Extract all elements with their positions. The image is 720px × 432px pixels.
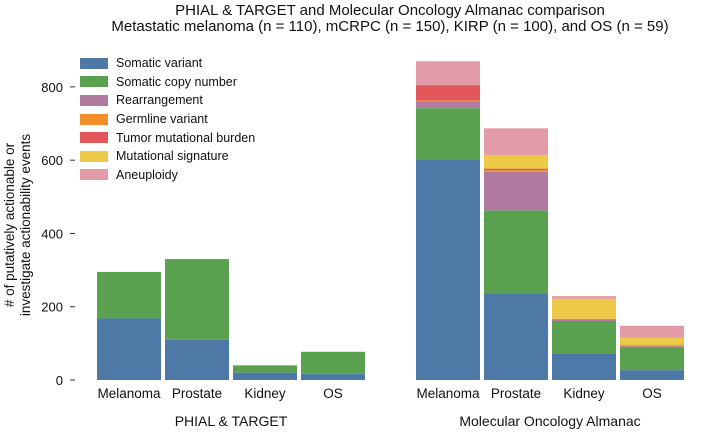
- bar-segment: [233, 372, 297, 380]
- bar-segment: [484, 128, 548, 156]
- legend-label: Tumor mutational burden: [116, 130, 256, 145]
- x-tick-label: OS: [323, 386, 343, 401]
- legend-label: Mutational signature: [116, 149, 229, 164]
- bar-segment: [416, 159, 480, 380]
- bar-segment: [416, 61, 480, 86]
- x-tick-label: Prostate: [491, 386, 541, 401]
- bar-segment: [484, 155, 548, 169]
- bar-segment: [97, 271, 161, 319]
- y-tick-label: 400: [41, 226, 63, 241]
- legend-item: Mutational signature: [80, 147, 255, 166]
- bar-segment: [165, 259, 229, 340]
- bar-segment: [301, 351, 365, 374]
- legend-swatch: [80, 94, 108, 106]
- bar-segment: [416, 108, 480, 160]
- y-axis-label: # of putatively actionable orinvestigate…: [2, 134, 33, 317]
- bar-segment: [484, 168, 548, 171]
- bar-segment: [552, 298, 616, 319]
- bar-segment: [233, 365, 297, 373]
- x-tick-label: Melanoma: [97, 386, 161, 401]
- bar-segment: [484, 170, 548, 172]
- group-label: Molecular Oncology Almanac: [459, 413, 640, 429]
- legend-item: Aneuploidy: [80, 166, 255, 185]
- legend-label: Somatic variant: [116, 56, 203, 71]
- bar-segment: [484, 171, 548, 211]
- legend-swatch: [80, 132, 108, 144]
- bar-segment: [416, 85, 480, 101]
- legend-swatch: [80, 76, 108, 88]
- legend-item: Tumor mutational burden: [80, 128, 255, 147]
- bar-segment: [620, 346, 684, 348]
- chart-title: PHIAL & TARGET and Molecular Oncology Al…: [175, 2, 605, 19]
- legend-label: Germline variant: [116, 112, 208, 127]
- bar-segment: [484, 293, 548, 380]
- bar-segment: [301, 373, 365, 380]
- x-tick-label: Prostate: [172, 386, 222, 401]
- y-tick-label: 800: [41, 80, 63, 95]
- bar-segment: [165, 339, 229, 380]
- bar-segment: [97, 318, 161, 380]
- bar-segment: [416, 100, 480, 102]
- bar-segment: [552, 321, 616, 354]
- x-tick-label: Melanoma: [416, 386, 480, 401]
- legend-swatch: [80, 150, 108, 162]
- y-tick-label: 200: [41, 300, 63, 315]
- bar-segment: [552, 319, 616, 322]
- legend-swatch: [80, 113, 108, 125]
- x-tick-label: Kidney: [563, 386, 605, 401]
- legend-label: Aneuploidy: [116, 167, 178, 182]
- y-tick-label: 600: [41, 153, 63, 168]
- legend-item: Germline variant: [80, 110, 255, 129]
- bar-segment: [620, 370, 684, 380]
- bar-segment: [620, 345, 684, 346]
- bar-segment: [620, 325, 684, 338]
- legend-label: Somatic copy number: [116, 74, 237, 89]
- legend: Somatic variant Somatic copy number Rearra…: [80, 54, 255, 184]
- bar-segment: [620, 347, 684, 371]
- chart-subtitle: Metastatic melanoma (n = 110), mCRPC (n …: [111, 18, 669, 35]
- bar-segment: [552, 353, 616, 380]
- x-tick-label: OS: [642, 386, 662, 401]
- group-label: PHIAL & TARGET: [175, 413, 288, 429]
- bar-segment: [416, 101, 480, 109]
- legend-swatch: [80, 57, 108, 69]
- legend-item: Somatic variant: [80, 54, 255, 73]
- y-tick-label: 0: [56, 373, 63, 388]
- bar-segment: [620, 337, 684, 346]
- legend-item: Somatic copy number: [80, 73, 255, 92]
- legend-label: Rearrangement: [116, 93, 203, 108]
- x-tick-label: Kidney: [244, 386, 286, 401]
- bar-segment: [484, 210, 548, 294]
- bar-segment: [552, 318, 616, 320]
- bar-segment: [552, 296, 616, 299]
- legend-swatch: [80, 169, 108, 181]
- legend-item: Rearrangement: [80, 91, 255, 110]
